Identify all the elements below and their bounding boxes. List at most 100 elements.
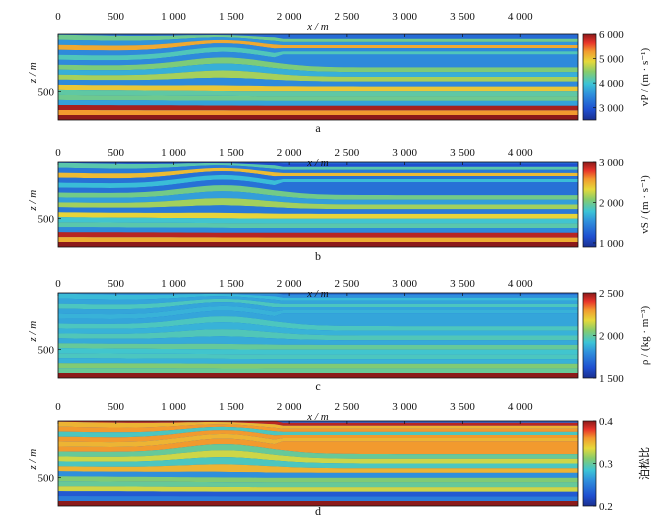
colorbar-tick-label: 0.2 — [599, 501, 613, 513]
x-tick-label: 0 — [55, 11, 61, 23]
y-tick-label: 500 — [38, 86, 55, 98]
colorbar-tick-label: 5 000 — [599, 54, 624, 66]
layer-5 — [58, 433, 578, 447]
x-tick-label: 500 — [108, 401, 125, 413]
layer-7 — [58, 444, 578, 459]
layer-2 — [58, 165, 578, 174]
y-tick-label: 500 — [38, 473, 55, 485]
x-tick-label: 1 500 — [219, 278, 244, 290]
x-tick-label: 3 000 — [392, 11, 417, 23]
basement-layer — [58, 373, 578, 378]
layer-12 — [58, 217, 578, 224]
colorbar — [582, 33, 597, 121]
layer-6 — [58, 179, 578, 196]
layer-4 — [58, 430, 578, 443]
plot-frame — [57, 161, 579, 248]
layer-5 — [58, 174, 578, 188]
layer-10 — [58, 77, 578, 87]
colorbar-label: vP / (m · s⁻¹) — [639, 48, 651, 107]
panel-label: a — [315, 121, 321, 135]
x-tick-label: 1 500 — [219, 147, 244, 159]
x-tick-label: 1 000 — [161, 278, 186, 290]
layer-8 — [58, 191, 578, 205]
layer-8 — [58, 322, 578, 336]
layer-12 — [58, 476, 578, 483]
layer-11 — [58, 343, 578, 350]
layer-11 — [58, 84, 578, 92]
plot-frame — [57, 33, 579, 121]
layer-8 — [58, 63, 578, 77]
layer-7 — [58, 57, 578, 73]
colorbar-tick-label: 4 000 — [599, 78, 624, 90]
x-tick-label: 0 — [55, 147, 61, 159]
layer-5 — [58, 305, 578, 319]
x-tick-label: 3 000 — [392, 278, 417, 290]
layer-9 — [58, 198, 578, 210]
x-tick-label: 3 500 — [450, 401, 475, 413]
layer-13 — [58, 353, 578, 360]
x-tick-label: 4 000 — [508, 278, 533, 290]
colorbar-tick-label: 0.4 — [599, 416, 613, 428]
panel-label: d — [315, 504, 321, 518]
x-tick-label: 2 000 — [277, 401, 302, 413]
colorbar-tick-label: 0.3 — [599, 459, 613, 471]
layer-15 — [58, 232, 578, 238]
x-tick-label: 0 — [55, 278, 61, 290]
x-tick-label: 1 500 — [219, 401, 244, 413]
layer-15 — [58, 491, 578, 497]
plot-frame — [57, 420, 579, 507]
layer-6 — [58, 51, 578, 68]
y-tick-label: 500 — [38, 345, 55, 357]
plot-frame — [57, 292, 579, 379]
layer-1 — [58, 162, 578, 170]
x-axis-label: x / m — [306, 411, 328, 423]
colorbar — [582, 161, 597, 248]
colorbar-tick-label: 2 000 — [599, 331, 624, 343]
y-axis-label: z / m — [27, 449, 39, 471]
layer-9 — [58, 457, 578, 469]
x-tick-label: 2 000 — [277, 278, 302, 290]
x-tick-label: 4 000 — [508, 147, 533, 159]
x-tick-label: 3 500 — [450, 11, 475, 23]
layer-9 — [58, 70, 578, 82]
colorbar-tick-label: 6 000 — [599, 29, 624, 41]
layer-4 — [58, 171, 578, 184]
colorbar-label: 泊松比 — [637, 447, 651, 480]
layer-14 — [58, 99, 578, 106]
layer-13 — [58, 222, 578, 229]
y-axis-label: z / m — [27, 321, 39, 343]
layer-16 — [58, 110, 578, 116]
layer-16 — [58, 237, 578, 243]
basement-layer — [58, 501, 578, 506]
x-tick-label: 500 — [108, 11, 125, 23]
layer-1 — [58, 34, 578, 42]
layer-0 — [58, 34, 578, 39]
colorbar-label: vS / (m · s⁻¹) — [639, 175, 651, 234]
layer-16 — [58, 496, 578, 502]
layer-14 — [58, 358, 578, 364]
colorbar-tick-label: 3 000 — [599, 103, 624, 115]
basement-layer — [58, 242, 578, 247]
layer-6 — [58, 438, 578, 455]
layer-7 — [58, 316, 578, 331]
layer-1 — [58, 293, 578, 301]
layer-10 — [58, 336, 578, 345]
y-tick-label: 500 — [38, 214, 55, 226]
layer-0 — [58, 293, 578, 298]
panel-label: c — [315, 379, 320, 393]
colorbar-tick-label: 2 500 — [599, 288, 624, 300]
colorbar-label: ρ / (kg · m⁻³) — [639, 306, 651, 366]
layer-0 — [58, 421, 578, 426]
panel-label: b — [315, 249, 321, 263]
y-axis-label: z / m — [27, 190, 39, 212]
colorbar-tick-label: 1 000 — [599, 238, 624, 250]
layer-1 — [58, 421, 578, 429]
x-tick-label: 4 000 — [508, 401, 533, 413]
x-tick-label: 1 000 — [161, 147, 186, 159]
x-tick-label: 3 000 — [392, 147, 417, 159]
panel-d: 0 500 1 000 1 500 2 000 2 500 3 000 3 500 4 000 x… — [27, 401, 651, 518]
x-tick-label: 2 500 — [335, 147, 360, 159]
layer-11 — [58, 212, 578, 219]
layer-2 — [58, 424, 578, 433]
